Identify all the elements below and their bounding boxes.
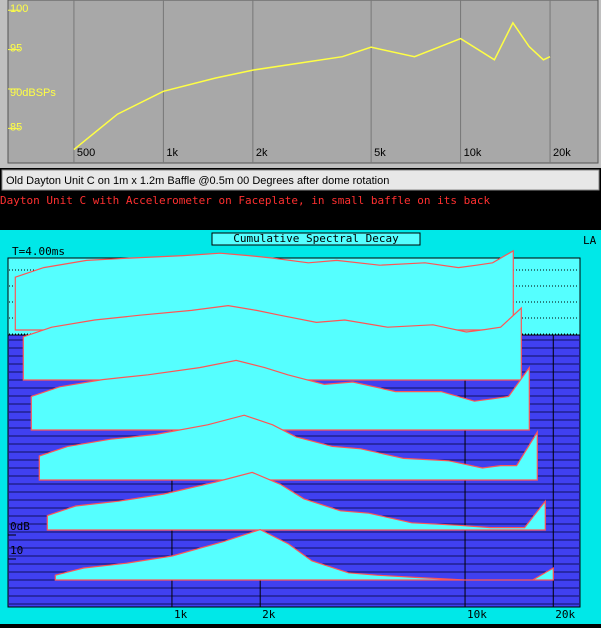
response-line (73, 21, 551, 151)
y-tick-label: 0dB (10, 520, 30, 533)
top-plot (7, 0, 599, 164)
response-chart: 500 1k 2k 5k 10k 20k 100 95 90dBSPs 85 (8, 0, 571, 163)
decay-slice (54, 528, 554, 581)
decay-slice (38, 414, 538, 481)
x-tick-label: 20k (555, 608, 575, 621)
x-tick-label: 10k (467, 608, 487, 621)
banner: Dayton Unit C with Accelerometer on Face… (0, 194, 490, 207)
y-tick-label: 85 (10, 121, 22, 133)
title-box (211, 232, 421, 246)
waterfall-chart: 1k 2k 10k 20k 0dB 10 (8, 249, 579, 621)
caption-bar (1, 169, 600, 191)
x-tick-label: 2k (256, 147, 268, 159)
decay-slice (30, 359, 530, 431)
x-tick-label: 10k (464, 147, 482, 159)
decay-slice (22, 304, 522, 381)
decay-slice (14, 249, 514, 331)
decay-slice (46, 471, 546, 531)
x-tick-label: 2k (262, 608, 276, 621)
y-tick-label: 10 (10, 544, 23, 557)
x-tick-label: 5k (374, 147, 386, 159)
y-tick-label: 100 (10, 3, 28, 15)
time-annotation: T=4.00ms (12, 245, 65, 258)
waterfall-title: Cumulative Spectral Decay (233, 232, 399, 245)
y-tick-label: 95 (10, 43, 22, 55)
x-tick-label: 1k (174, 608, 188, 621)
x-tick-label: 20k (553, 147, 571, 159)
caption: Old Dayton Unit C on 1m x 1.2m Baffle @0… (6, 175, 389, 187)
y-tick-label: 90dBSPs (10, 87, 56, 99)
corner-label: LA (583, 234, 597, 247)
x-tick-label: 1k (166, 147, 178, 159)
x-tick-label: 500 (77, 147, 95, 159)
